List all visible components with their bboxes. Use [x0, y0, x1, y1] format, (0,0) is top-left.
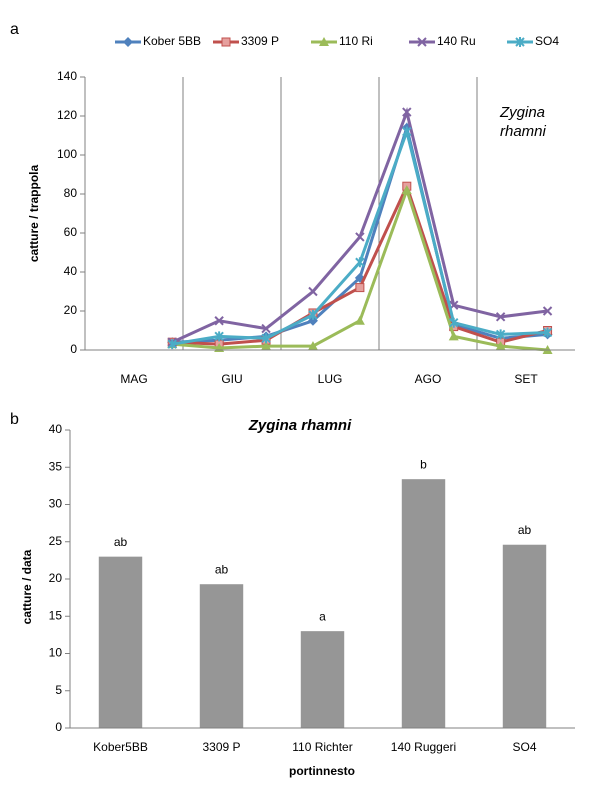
legend-label: 110 Ri [339, 34, 373, 48]
x-tick-label: 110 Richter [292, 740, 352, 754]
marker [355, 283, 365, 293]
marker [167, 339, 177, 350]
marker [495, 341, 506, 351]
marker [308, 309, 318, 320]
panel-label: b [10, 411, 19, 428]
x-tick-label: SET [514, 372, 538, 386]
marker [542, 327, 553, 338]
marker [495, 329, 506, 340]
bar [401, 479, 446, 728]
marker [401, 185, 412, 195]
bar-annotation: ab [215, 562, 229, 576]
x-tick-label: 3309 P [202, 740, 240, 754]
x-tick-label: Kober5BB [93, 740, 148, 754]
x-tick-label: LUG [318, 372, 343, 386]
marker [214, 331, 224, 342]
y-tick-label: 15 [49, 608, 63, 622]
annotation-line: rhamni [500, 123, 547, 140]
marker [515, 37, 525, 47]
y-tick-label: 10 [49, 646, 63, 660]
y-tick-label: 20 [49, 571, 63, 585]
marker [214, 316, 224, 326]
series-line [171, 107, 548, 344]
y-tick-label: 0 [70, 342, 77, 356]
y-tick-label: 25 [49, 534, 63, 548]
y-tick-label: 80 [64, 186, 78, 200]
x-tick-label: GIU [221, 372, 242, 386]
marker [261, 341, 272, 351]
marker [417, 37, 427, 47]
y-tick-label: 0 [55, 720, 62, 734]
bar-annotation: ab [114, 535, 128, 549]
marker [123, 37, 133, 47]
y-axis-label: catture / data [20, 549, 34, 624]
legend-label: 3309 P [241, 34, 279, 48]
y-tick-label: 100 [57, 147, 77, 161]
marker [354, 315, 365, 325]
legend-label: SO4 [535, 34, 559, 48]
bar [98, 556, 143, 728]
y-tick-label: 120 [57, 108, 77, 122]
marker [402, 126, 412, 137]
y-tick-label: 60 [64, 225, 78, 239]
marker [355, 232, 365, 242]
y-tick-label: 40 [49, 422, 63, 436]
marker [319, 37, 329, 46]
bar-annotation: b [420, 457, 427, 471]
bar [199, 584, 244, 728]
bar-annotation: ab [518, 523, 532, 537]
y-tick-label: 140 [57, 69, 77, 83]
marker [355, 257, 365, 268]
x-tick-label: 140 Ruggeri [391, 740, 456, 754]
marker [261, 323, 271, 334]
y-tick-label: 35 [49, 459, 63, 473]
legend-label: Kober 5BB [143, 34, 201, 48]
marker [261, 333, 271, 344]
marker [402, 107, 412, 117]
chart-title: Zygina rhamni [248, 417, 352, 434]
x-axis-label: portinnesto [289, 764, 355, 778]
bar-annotation: a [319, 609, 326, 623]
marker [449, 317, 459, 328]
x-tick-label: AGO [415, 372, 442, 386]
x-tick-label: MAG [120, 372, 147, 386]
marker [542, 306, 553, 316]
y-tick-label: 40 [64, 264, 78, 278]
marker [221, 37, 231, 47]
marker [495, 312, 506, 322]
bar [300, 631, 345, 728]
annotation-line: Zygina [499, 104, 545, 121]
y-tick-label: 20 [64, 303, 78, 317]
marker [307, 341, 318, 351]
annotation: Zygina rhamni [499, 104, 547, 140]
bar [502, 544, 547, 728]
series-line [172, 185, 548, 352]
y-tick-label: 5 [55, 683, 62, 697]
x-tick-label: SO4 [512, 740, 536, 754]
marker [448, 331, 459, 341]
y-axis-label: catture / trappola [27, 165, 41, 263]
y-tick-label: 30 [49, 497, 63, 511]
marker [308, 286, 318, 297]
panel-label: a [10, 21, 19, 38]
legend-label: 140 Ru [437, 34, 476, 48]
